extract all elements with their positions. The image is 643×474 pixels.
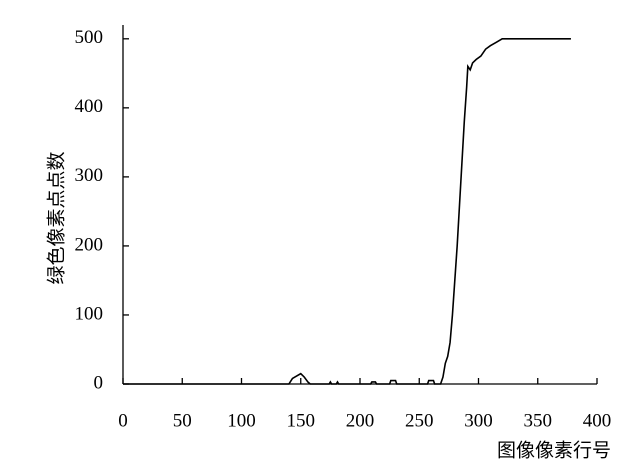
x-tick-label: 350 (524, 410, 553, 431)
y-tick-label: 400 (75, 96, 104, 117)
data-line (123, 38, 571, 385)
x-tick-label: 0 (118, 410, 128, 431)
x-tick-label: 50 (173, 410, 192, 431)
x-tick-label: 400 (583, 410, 612, 431)
y-tick-label: 100 (75, 303, 104, 324)
y-tick-label: 200 (75, 234, 104, 255)
y-axis-label: 绿色像素点点数 (45, 151, 67, 284)
y-tick-label: 500 (75, 27, 104, 48)
x-tick-label: 300 (464, 410, 493, 431)
y-tick-label: 300 (75, 165, 104, 186)
x-tick-label: 250 (405, 410, 434, 431)
x-tick-label: 100 (227, 410, 256, 431)
x-axis-label: 图像像素行号 (497, 439, 611, 461)
x-tick-label: 200 (346, 410, 375, 431)
x-tick-label: 150 (287, 410, 316, 431)
y-tick-label: 0 (94, 372, 104, 393)
